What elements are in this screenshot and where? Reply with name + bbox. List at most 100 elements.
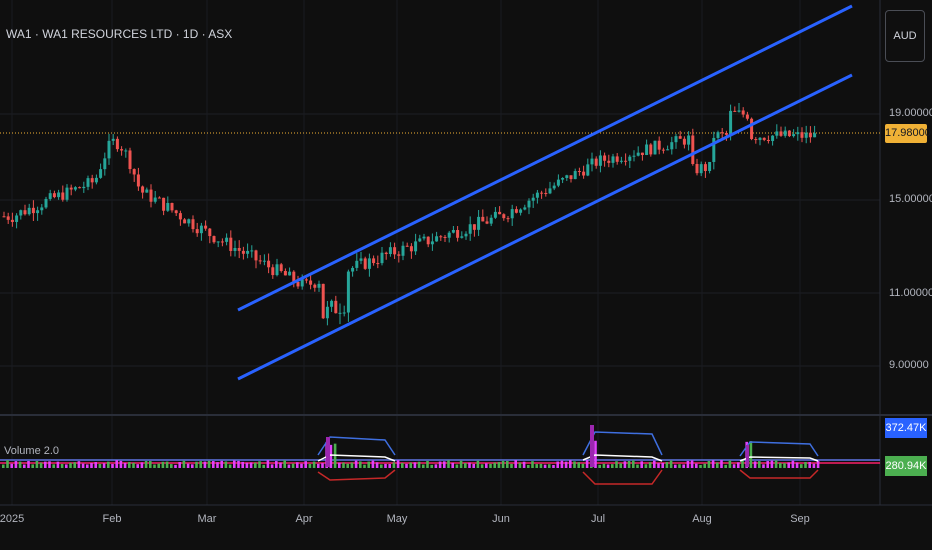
volume-bar	[644, 464, 648, 468]
price-tick: 19.00000	[889, 107, 932, 119]
candle-body	[170, 202, 174, 211]
candle-body	[544, 193, 548, 195]
volume-bar	[573, 461, 576, 468]
volume-bar	[472, 463, 475, 468]
volume-bar	[669, 460, 673, 468]
candle-body	[687, 135, 691, 145]
volume-bar	[627, 460, 631, 468]
candle-body	[489, 217, 493, 224]
volume-bar	[220, 460, 223, 468]
volume-bar	[73, 462, 76, 468]
volume-bar	[375, 462, 379, 468]
candle-body	[225, 237, 229, 242]
volume-bar	[321, 463, 324, 468]
last-price-label: 17.98000	[885, 124, 931, 143]
volume-bar	[615, 461, 618, 468]
volume-bar	[413, 462, 417, 468]
candle-body	[132, 169, 136, 175]
candle-body	[346, 271, 350, 313]
candle-body	[241, 250, 245, 254]
volume-bar	[363, 464, 366, 468]
volume-bar	[623, 461, 627, 468]
candle-body	[330, 300, 334, 307]
candle-body	[73, 187, 77, 190]
candle-body	[792, 134, 796, 137]
candle-body	[94, 177, 98, 183]
candle-body	[153, 197, 157, 202]
volume-bar	[695, 463, 698, 468]
price-tick: 15.00000	[889, 193, 932, 205]
candle-body	[162, 197, 166, 211]
candle-body	[472, 224, 476, 230]
candle-body	[136, 174, 140, 187]
volume-bar	[2, 464, 5, 468]
volume-bar	[346, 463, 349, 468]
candle-body	[636, 152, 640, 156]
currency-button[interactable]: AUD	[885, 10, 925, 62]
volume-bar	[174, 464, 177, 468]
candle-body	[750, 118, 754, 140]
volume-bar	[48, 461, 51, 468]
candle-body	[540, 192, 544, 194]
volume-bar	[657, 463, 660, 468]
candle-body	[342, 312, 346, 314]
candle-body	[586, 164, 590, 176]
candle-body	[2, 216, 6, 218]
candle-body	[300, 279, 304, 287]
candle-body	[317, 283, 321, 288]
volume-bar	[455, 464, 459, 468]
volume-avg-line	[317, 454, 396, 462]
volume-indicator-title[interactable]: Volume 2.0	[4, 445, 60, 457]
candle-body	[628, 156, 632, 161]
volume-bar	[758, 461, 761, 468]
volume-bar	[27, 461, 30, 468]
volume-bar	[703, 463, 706, 468]
candle-body	[258, 260, 262, 262]
candle-body	[166, 202, 170, 211]
volume-bar	[283, 460, 286, 468]
volume-bar	[317, 463, 320, 468]
volume-bar	[741, 460, 744, 468]
volume-bar	[749, 441, 753, 468]
candle-body	[548, 188, 552, 194]
volume-bar	[422, 464, 425, 468]
volume-bar	[308, 463, 312, 468]
volume-bar	[535, 464, 538, 468]
volume-bar	[707, 460, 711, 468]
candle-body	[367, 258, 371, 269]
candle-body	[607, 160, 611, 163]
volume-bar	[396, 460, 400, 468]
volume-bar	[510, 463, 513, 468]
volume-avg-line	[739, 456, 819, 462]
volume-bar	[531, 461, 534, 468]
volume-bar	[548, 464, 551, 468]
candle-body	[23, 210, 27, 215]
candle-body	[598, 155, 602, 166]
candle-body	[632, 155, 636, 157]
volume-bar	[342, 462, 345, 468]
volume-bar	[199, 461, 202, 468]
volume-bar	[401, 462, 404, 468]
candle-body	[363, 258, 367, 269]
volume-bar	[157, 463, 160, 468]
volume-bar	[191, 464, 194, 468]
volume-bar	[237, 460, 240, 468]
volume-bar	[426, 460, 429, 468]
candle-body	[103, 158, 107, 170]
time-tick: Mar	[197, 513, 217, 525]
volume-bar	[804, 462, 807, 468]
candle-body	[451, 229, 455, 233]
volume-bar	[464, 463, 467, 468]
candle-body	[229, 237, 233, 251]
volume-bar	[69, 462, 72, 468]
volume-bar	[102, 463, 106, 468]
volume-bar	[31, 464, 34, 468]
volume-bar	[111, 463, 114, 468]
symbol-title[interactable]: WA1 · WA1 RESOURCES LTD · 1D · ASX	[6, 27, 233, 41]
volume-bar	[6, 460, 9, 468]
volume-bar	[779, 462, 782, 468]
candle-body	[246, 250, 250, 254]
volume-bar	[497, 462, 501, 468]
candle-body	[615, 156, 619, 162]
